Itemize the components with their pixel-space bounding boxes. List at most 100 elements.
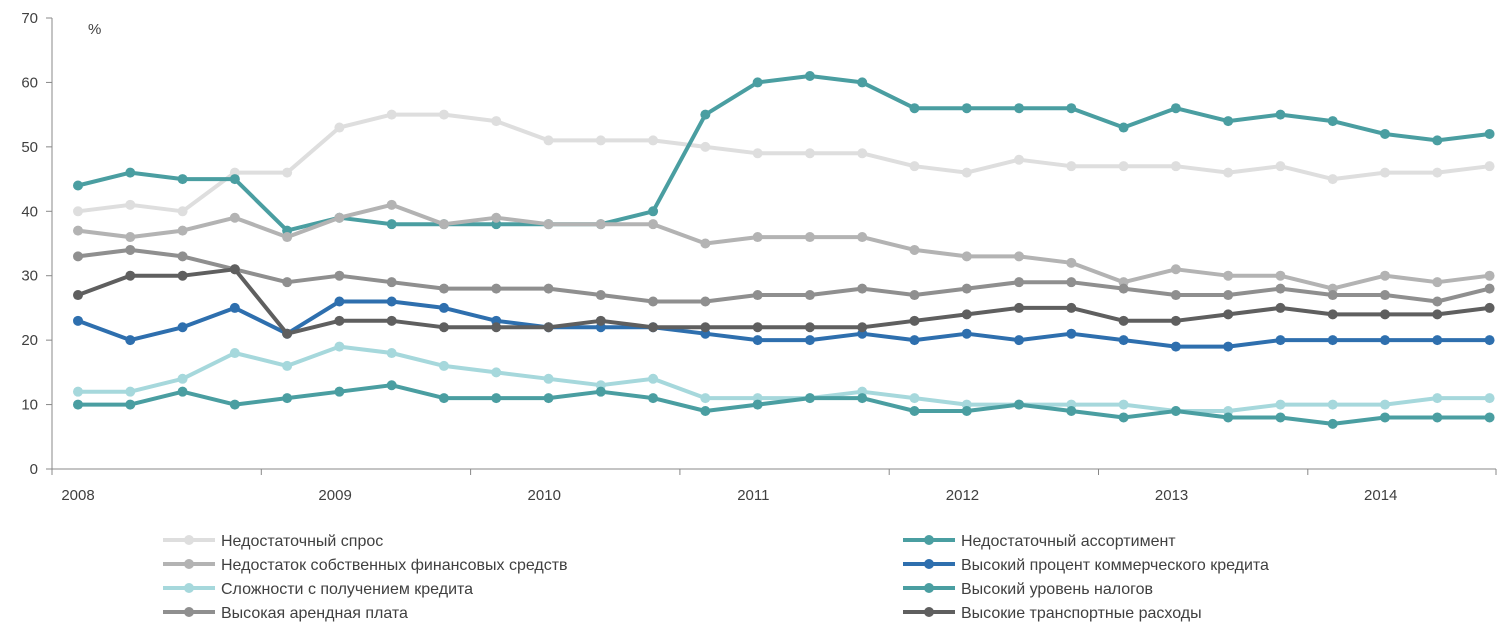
data-point	[909, 393, 920, 404]
data-point	[1275, 335, 1286, 346]
data-point	[648, 206, 659, 217]
data-point	[1275, 161, 1286, 172]
data-point	[177, 206, 188, 217]
legend-label: Высокий уровень налогов	[961, 581, 1153, 598]
data-point	[909, 161, 920, 172]
data-point	[648, 393, 659, 404]
data-point	[491, 367, 502, 378]
x-tick-label: 2009	[318, 487, 351, 504]
data-point	[125, 244, 136, 255]
data-point	[125, 199, 136, 210]
data-point	[177, 322, 188, 333]
data-point	[804, 322, 815, 333]
data-point	[1432, 393, 1443, 404]
data-point	[73, 225, 83, 236]
y-tick-label: 60	[21, 74, 38, 91]
data-point	[282, 360, 293, 371]
data-point	[648, 322, 659, 333]
series-line	[78, 383, 1490, 426]
data-point	[1223, 290, 1234, 301]
data-point	[909, 244, 920, 255]
data-point	[229, 348, 240, 359]
x-tick-label: 2013	[1155, 487, 1188, 504]
data-point	[1014, 251, 1025, 262]
data-point	[543, 135, 554, 146]
y-tick-label: 20	[21, 332, 38, 349]
data-point	[1014, 154, 1025, 165]
data-point	[1432, 412, 1443, 423]
legend-item: Высокая арендная плата	[163, 605, 408, 622]
x-tick-label: 2010	[528, 487, 561, 504]
data-point	[1484, 412, 1495, 423]
data-point	[438, 393, 449, 404]
data-point	[909, 315, 920, 326]
y-tick-label: 50	[21, 139, 38, 156]
data-point	[438, 283, 449, 294]
data-point	[1380, 335, 1390, 346]
data-point	[1432, 309, 1443, 320]
data-point	[177, 386, 188, 397]
data-point	[73, 251, 83, 262]
data-point	[909, 103, 920, 114]
data-point	[1380, 309, 1390, 320]
series-1	[73, 109, 1495, 217]
data-point	[125, 270, 136, 281]
data-point	[1327, 335, 1338, 346]
series-line	[77, 202, 1490, 291]
data-point	[543, 219, 554, 230]
data-point	[334, 212, 345, 223]
data-point	[1170, 264, 1181, 275]
data-point	[648, 219, 659, 230]
data-point	[491, 212, 502, 223]
data-point	[1014, 103, 1025, 114]
data-point	[1484, 393, 1495, 404]
data-point	[857, 393, 868, 404]
data-point	[1223, 270, 1234, 281]
data-point	[1432, 167, 1443, 178]
data-point	[1432, 135, 1443, 146]
data-point	[1275, 302, 1286, 313]
data-point	[334, 315, 345, 326]
data-point	[125, 335, 136, 346]
data-point	[229, 174, 240, 185]
data-point	[386, 109, 397, 120]
data-point	[700, 109, 711, 120]
data-point	[1066, 257, 1077, 268]
data-point	[334, 341, 345, 352]
data-point	[1223, 341, 1234, 352]
data-point	[1432, 277, 1443, 288]
data-point	[386, 296, 397, 307]
data-point	[386, 199, 397, 210]
data-point	[282, 167, 293, 178]
data-point	[1118, 122, 1129, 133]
data-point	[961, 167, 972, 178]
data-point	[282, 232, 293, 243]
data-point	[1275, 399, 1286, 410]
data-point	[595, 290, 606, 301]
series-6	[73, 380, 1495, 429]
x-tick-label: 2011	[737, 487, 769, 504]
data-point	[386, 348, 397, 359]
series-line	[77, 112, 1490, 214]
legend-swatch-marker	[184, 583, 194, 593]
data-point	[438, 360, 449, 371]
data-point	[857, 77, 868, 88]
y-ticks: 0 10 20 30 40 50 60 70	[21, 10, 52, 478]
data-point	[1484, 128, 1495, 139]
data-point	[1066, 328, 1077, 339]
series-line	[77, 299, 1490, 349]
data-point	[961, 309, 972, 320]
legend-item: Недостаточный спрос	[163, 533, 383, 550]
data-point	[1223, 412, 1234, 423]
data-point	[386, 315, 397, 326]
data-point	[1327, 418, 1338, 429]
data-point	[1014, 335, 1025, 346]
data-point	[1118, 412, 1129, 423]
legend-item: Недостаточный ассортимент	[903, 533, 1176, 550]
data-point	[700, 406, 711, 417]
data-point	[543, 322, 554, 333]
axes	[51, 18, 1496, 470]
data-point	[73, 180, 83, 191]
data-point	[804, 335, 815, 346]
data-point	[1327, 174, 1338, 185]
